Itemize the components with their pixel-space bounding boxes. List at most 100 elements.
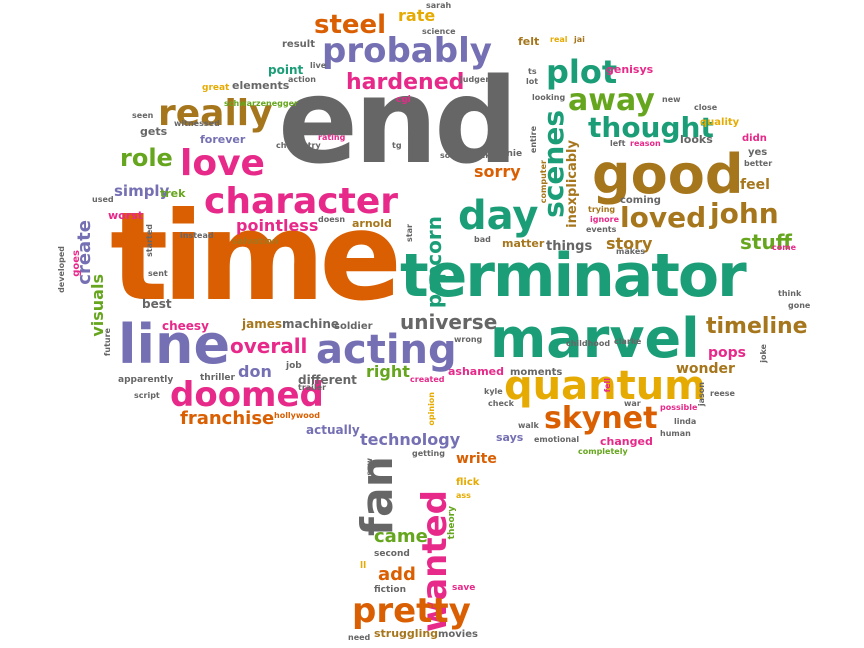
word-love: love (180, 143, 265, 184)
word-chemistry: chemistry (276, 141, 321, 150)
word-character: character (204, 181, 399, 222)
word-line: line (118, 313, 231, 376)
word-emotional: emotional (534, 435, 580, 444)
word-developed: developed (57, 246, 66, 293)
word-script: script (134, 391, 160, 400)
word-save: save (452, 583, 476, 593)
word-acting: acting (316, 327, 457, 373)
word-says: says (496, 431, 524, 444)
word-pops: pops (708, 345, 746, 361)
word-forever: forever (200, 133, 246, 146)
word-ignore: ignore (590, 215, 620, 224)
word-saw: saw (365, 458, 374, 476)
word-inexplicably: inexplicably (565, 140, 580, 228)
word-steel: steel (314, 10, 387, 40)
word-opinion: opinion (427, 392, 436, 426)
word-cheesy: cheesy (162, 319, 209, 333)
word-technology: technology (360, 430, 461, 449)
word-soldier: soldier (334, 321, 373, 332)
word-terminator: terminator (400, 241, 747, 311)
word-hollywood: hollywood (274, 411, 320, 420)
word-completely: completely (578, 447, 628, 456)
word-ll: ll (360, 561, 367, 571)
word-need: need (348, 633, 371, 642)
word-matter: matter (502, 237, 545, 250)
word-ass: ass (456, 491, 471, 500)
word-movies: movies (438, 629, 478, 640)
word-events: events (586, 225, 617, 234)
word-role: role (120, 144, 173, 172)
word-real: real (550, 35, 568, 44)
word-joke: joke (759, 344, 768, 363)
word-lot: lot (526, 77, 539, 86)
word-came: came (374, 526, 428, 547)
word-fell: fell (603, 378, 612, 393)
word-didn: didn (742, 133, 767, 144)
word-walk: walk (518, 421, 539, 430)
word-salvation: salvation (232, 237, 279, 247)
word-felt: felt (518, 35, 540, 48)
word-star: star (405, 224, 414, 242)
word-yes: yes (748, 147, 768, 158)
word-good: good (592, 143, 744, 206)
word-childhood: childhood (566, 339, 611, 348)
word-action: action (288, 75, 316, 84)
word-close: close (694, 103, 718, 112)
word-add: add (378, 564, 416, 585)
word-moments: moments (510, 367, 563, 378)
word-reese: reese (710, 389, 735, 398)
word-think: think (778, 289, 802, 298)
word-elements: elements (232, 79, 290, 92)
word-stuff: stuff (740, 230, 792, 254)
word-right: right (366, 362, 410, 381)
word-doesn: doesn (318, 215, 346, 224)
word-gets: gets (140, 125, 168, 138)
word-cgi: cgi (396, 95, 411, 105)
word-arnold: arnold (352, 217, 392, 230)
word-trying: trying (588, 205, 616, 214)
word-created: created (410, 375, 445, 384)
word-war: war (624, 399, 641, 408)
word-loved: loved (620, 201, 707, 234)
word-getting: getting (412, 449, 445, 458)
word-linda: linda (674, 417, 697, 426)
word-pretty: pretty (352, 591, 471, 631)
word-machine: machine (282, 317, 340, 331)
word-skynet: skynet (544, 401, 658, 436)
word-universe: universe (400, 310, 498, 334)
word-sent: sent (148, 269, 168, 278)
word-really: really (158, 93, 273, 134)
word-sarah: sarah (426, 1, 452, 10)
word-come: come (772, 243, 796, 252)
word-reason: reason (630, 139, 661, 148)
word-future: future (103, 328, 112, 357)
word-doomed: doomed (170, 375, 324, 415)
word-sorry: sorry (474, 162, 521, 181)
word-looking: looking (532, 93, 566, 102)
word-rating: rating (318, 133, 346, 142)
word-james: james (242, 317, 282, 331)
word-marvel: marvel (490, 307, 700, 370)
word-story: story (606, 234, 653, 253)
word-gone: gone (788, 301, 811, 310)
word-genisys: genisys (606, 63, 654, 76)
word-quality: quality (700, 117, 740, 128)
word-job: job (286, 361, 302, 371)
word-struggling: struggling (374, 627, 439, 640)
word-write: write (456, 451, 497, 467)
word-overall: overall (230, 334, 308, 358)
word-witnessed: witnessed (174, 119, 220, 128)
word-used: used (92, 195, 114, 204)
word-thriller: thriller (200, 373, 235, 383)
word-jason: jason (697, 382, 706, 407)
word-clarke: clarke (614, 337, 642, 346)
word-fan: fan (352, 456, 403, 537)
word-worst: worst (108, 209, 143, 222)
word-possible: possible (660, 403, 698, 412)
word-franchise: franchise (180, 408, 275, 429)
word-don: don (238, 362, 272, 381)
word-arnie: arnie (496, 149, 523, 159)
word-check: check (488, 399, 514, 408)
word-time: time (110, 186, 402, 328)
word-result: result (282, 39, 315, 50)
